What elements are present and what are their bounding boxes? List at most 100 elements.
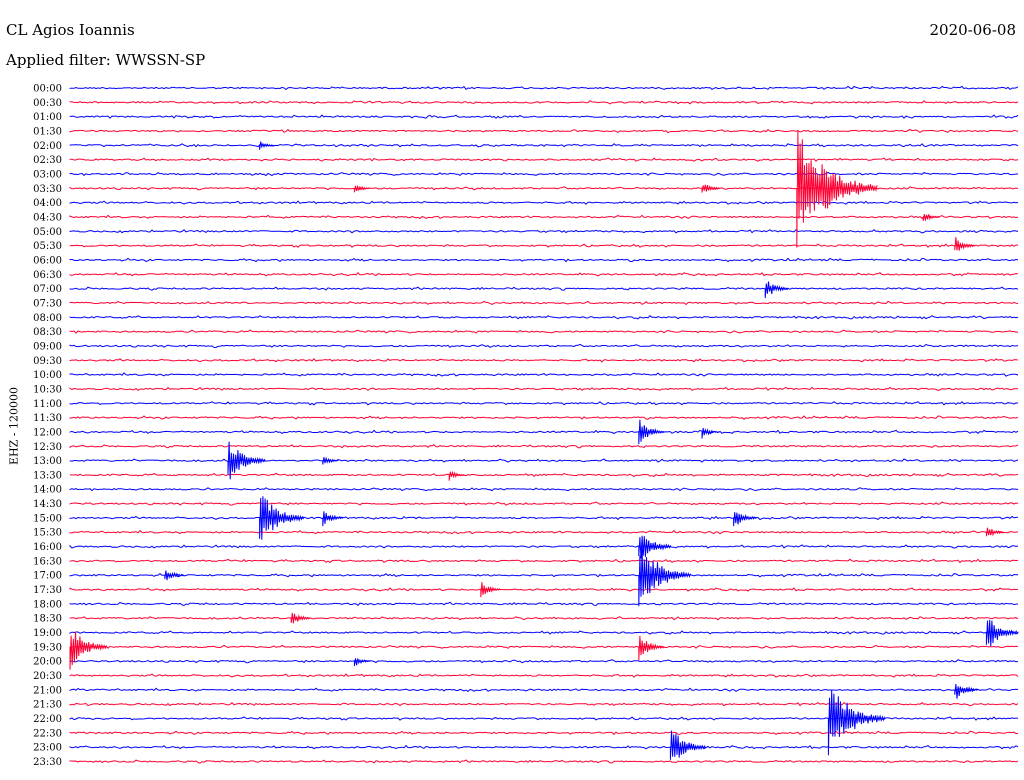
trace-row-1200 [69,429,1019,435]
row-time-label: 04:00 [33,198,62,209]
event-burst [448,470,465,481]
row-time-label: 18:30 [33,614,62,625]
event-burst [638,419,665,445]
row-time-label: 20:30 [33,671,62,682]
row-time-label: 22:30 [33,728,62,739]
row-time-label: 01:30 [33,126,62,137]
row-time-label: 21:30 [33,700,62,711]
trace-row-1100 [69,401,1019,406]
row-time-label: 06:30 [33,270,62,281]
trace-row-0500 [69,229,1019,234]
row-time-label: 19:30 [33,642,62,653]
trace-row-0230 [69,157,1019,162]
trace-row-0330 [69,186,1019,191]
row-time-label: 20:00 [33,657,62,668]
row-time-label: 11:00 [33,399,62,410]
row-time-label: 13:00 [33,456,62,467]
row-time-label: 08:30 [33,327,62,338]
trace-row-1400 [69,487,1019,492]
trace-row-1530 [69,529,1019,535]
event-burst [954,237,975,251]
trace-row-0300 [69,171,1019,177]
row-time-label: 09:00 [33,341,62,352]
trace-row-0000 [69,85,1019,91]
row-time-label: 16:30 [33,556,62,567]
event-burst [985,527,1005,537]
event-burst [796,131,878,248]
row-time-label: 07:00 [33,284,62,295]
trace-row-1030 [69,386,1018,392]
row-time-label: 15:30 [33,528,62,539]
row-time-label: 13:30 [33,470,62,481]
row-time-label: 08:00 [33,313,62,324]
trace-row-2100 [69,687,1019,693]
row-time-label: 11:30 [33,413,62,424]
event-burst [733,512,758,527]
trace-row-0530 [69,243,1019,248]
event-burst [764,281,789,299]
event-burst [985,619,1019,647]
trace-row-0400 [69,200,1019,205]
row-time-label: 09:30 [33,356,62,367]
row-time-label: 00:00 [33,84,62,95]
event-burst [322,511,343,527]
row-time-label: 15:00 [33,513,62,524]
event-burst [164,570,184,581]
row-time-label: 00:30 [33,98,62,109]
event-bursts [69,131,1019,760]
event-burst [701,184,720,193]
trace-row-1900 [69,630,1019,635]
row-time-label: 22:00 [33,714,62,725]
trace-row-0900 [69,343,1019,349]
row-time-label: 01:00 [33,112,62,123]
trace-row-1130 [69,415,1019,420]
trace-row-1600 [69,544,1019,549]
trace-row-1700 [69,572,1019,578]
row-time-label: 04:30 [33,212,62,223]
trace-row-2000 [69,659,1019,664]
trace-row-1930 [69,644,1019,649]
trace-row-1630 [69,558,1019,564]
trace-row-2130 [69,702,1019,707]
event-burst [259,496,305,540]
row-time-label: 18:00 [33,599,62,610]
trace-row-1000 [69,372,1019,377]
trace-row-0630 [69,271,1019,277]
row-time-label: 12:00 [33,427,62,438]
event-burst [227,441,266,480]
row-time-label: 23:00 [33,743,62,754]
row-time-label: 12:30 [33,442,62,453]
row-time-label: 14:30 [33,499,62,510]
event-burst [322,456,339,465]
trace-row-0030 [69,100,1019,105]
event-burst [290,612,311,624]
row-time-label: 21:00 [33,685,62,696]
row-time-label: 14:00 [33,485,62,496]
row-time-label: 23:30 [33,757,62,768]
row-time-label: 05:30 [33,241,62,252]
event-burst [638,535,672,559]
trace-row-0930 [69,358,1019,363]
row-time-label: 02:00 [33,141,62,152]
trace-row-0130 [69,128,1019,134]
event-burst [69,631,108,670]
event-burst [480,582,501,598]
trace-rows [69,85,1019,764]
trace-row-1430 [69,501,1019,506]
trace-row-0200 [69,143,1019,148]
event-burst [954,684,979,699]
trace-row-1730 [69,587,1019,592]
event-burst [353,658,371,666]
trace-row-2300 [69,744,1019,750]
trace-row-2330 [69,759,1019,764]
event-burst [353,184,370,193]
time-tick-labels: 00:00 00:30 01:00 01:30 02:00 02:30 03:00 03:30… [33,84,62,769]
row-time-label: 17:00 [33,571,62,582]
date-label: 2020-06-08 [929,21,1016,39]
trace-row-2230 [69,730,1018,736]
trace-row-1230 [69,444,1019,449]
trace-row-1330 [70,472,1019,478]
trace-row-1500 [69,515,1019,521]
event-burst [827,689,885,756]
